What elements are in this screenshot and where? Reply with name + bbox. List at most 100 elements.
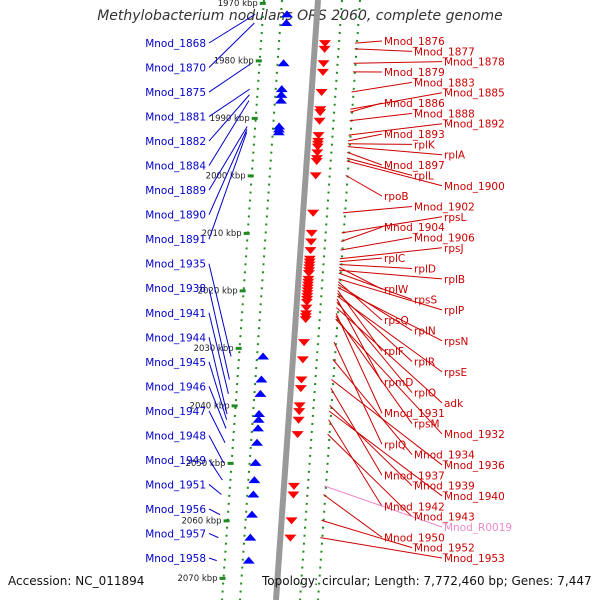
right-gene-label[interactable]: Mnod_1931 [384, 408, 445, 420]
left-gene-label[interactable]: Mnod_1951 [145, 479, 206, 491]
forward-gene-arrow [275, 90, 288, 98]
right-gene-label[interactable]: rplR [414, 357, 435, 369]
right-gene-label[interactable]: Mnod_1952 [414, 543, 475, 555]
right-gene-label[interactable]: rpsJ [444, 243, 464, 255]
right-gene-label[interactable]: rplB [444, 274, 465, 286]
right-gene-label[interactable]: rplL [414, 170, 434, 182]
forward-gene-arrow [252, 415, 265, 423]
right-gene-label[interactable]: Mnod_1878 [444, 57, 505, 69]
left-gene-label[interactable]: Mnod_1868 [145, 38, 206, 50]
kbp-label: 2040 kbp [190, 401, 230, 411]
reverse-gene-arrow [295, 376, 308, 384]
left-gene-label[interactable]: Mnod_1882 [145, 136, 206, 148]
forward-gene-arrow [248, 476, 261, 484]
right-gene-label[interactable]: rpsS [414, 295, 437, 307]
left-gene-label[interactable]: Mnod_1945 [145, 357, 206, 369]
genome-summary-text: Topology: circular; Length: 7,772,460 bp… [262, 574, 592, 588]
kbp-label: 2030 kbp [194, 344, 234, 354]
left-gene-label[interactable]: Mnod_1949 [145, 455, 206, 467]
right-gene-label[interactable]: rpsN [444, 336, 468, 348]
right-gene-label[interactable]: rplW [384, 284, 409, 296]
right-leader-line [320, 537, 443, 559]
right-gene-label[interactable]: rplK [414, 139, 436, 151]
forward-gene-arrow [254, 389, 267, 397]
left-gene-label[interactable]: Mnod_1870 [145, 63, 206, 75]
right-gene-label[interactable]: rplA [444, 150, 466, 162]
right-gene-label[interactable]: Mnod_1900 [444, 181, 505, 193]
left-gene-label[interactable]: Mnod_1957 [145, 528, 206, 540]
right-gene-label[interactable]: Mnod_1906 [414, 232, 475, 244]
right-gene-label[interactable]: Mnod_1893 [384, 129, 445, 141]
left-gene-label[interactable]: Mnod_1944 [145, 332, 206, 344]
right-gene-label[interactable]: Mnod_1939 [414, 481, 475, 493]
kbp-tick [259, 1, 266, 5]
right-gene-label[interactable]: Mnod_1877 [414, 46, 475, 58]
left-gene-label[interactable]: Mnod_1891 [145, 234, 206, 246]
right-gene-label[interactable]: rplO [414, 388, 436, 400]
right-gene-label[interactable]: rplN [414, 326, 436, 338]
right-gene-label[interactable]: Mnod_1876 [384, 36, 445, 48]
right-gene-label[interactable]: Mnod_1937 [384, 470, 445, 482]
right-leader-line [343, 205, 413, 214]
forward-gene-arrow [280, 10, 293, 18]
right-gene-label[interactable]: rplP [444, 305, 464, 317]
forward-gene-arrow [252, 424, 265, 432]
right-leader-line [348, 133, 383, 142]
left-gene-label[interactable]: Mnod_1958 [145, 553, 206, 565]
left-gene-label[interactable]: Mnod_1948 [145, 430, 206, 442]
right-gene-label[interactable]: rpsL [444, 212, 466, 224]
left-gene-label[interactable]: Mnod_1946 [145, 381, 206, 393]
right-gene-labels[interactable]: Mnod_1876Mnod_1877Mnod_1878Mnod_1879Mnod… [384, 36, 512, 565]
right-leader-line [350, 102, 383, 113]
left-leader-line [208, 361, 228, 420]
right-gene-label[interactable]: Mnod_1932 [444, 429, 505, 441]
right-gene-label[interactable]: Mnod_1885 [444, 88, 505, 100]
left-leader-line [208, 557, 217, 562]
right-gene-label[interactable]: rpoB [384, 191, 409, 203]
right-gene-label[interactable]: rplQ [384, 439, 406, 451]
right-gene-label[interactable]: Mnod_1897 [384, 160, 445, 172]
right-gene-label[interactable]: Mnod_1886 [384, 98, 445, 110]
right-leader-line [350, 92, 443, 110]
left-gene-label[interactable]: Mnod_1938 [145, 283, 206, 295]
left-gene-label[interactable]: Mnod_1889 [145, 185, 206, 197]
right-gene-label[interactable]: Mnod_1943 [414, 512, 475, 524]
left-gene-label[interactable]: Mnod_1947 [145, 406, 206, 418]
right-gene-label[interactable]: rplD [414, 263, 436, 275]
right-gene-label[interactable]: Mnod_1950 [384, 532, 445, 544]
left-gene-label[interactable]: Mnod_1875 [145, 87, 206, 99]
right-gene-label[interactable]: rpsM [414, 419, 440, 431]
right-gene-label[interactable]: Mnod_1888 [414, 108, 475, 120]
right-gene-label[interactable]: Mnod_1942 [384, 501, 445, 513]
right-gene-label[interactable]: Mnod_1879 [384, 67, 445, 79]
forward-gene-arrow [274, 96, 287, 104]
right-gene-label[interactable]: Mnod_1934 [414, 450, 475, 462]
left-leader-line [208, 386, 227, 429]
left-gene-label[interactable]: Mnod_1890 [145, 210, 206, 222]
left-leader-line [208, 459, 223, 481]
right-gene-label[interactable]: Mnod_1892 [444, 119, 505, 131]
right-gene-label[interactable]: Mnod_1883 [414, 77, 475, 89]
right-gene-label[interactable]: rpsQ [384, 315, 409, 327]
left-gene-labels[interactable]: Mnod_1868 Mnod_1870 Mnod_1875 Mnod_1881 Mnod… [145, 38, 206, 565]
left-gene-label[interactable]: Mnod_1881 [145, 112, 206, 124]
left-gene-label[interactable]: Mnod_1956 [145, 504, 206, 516]
left-gene-label[interactable]: Mnod_1935 [145, 259, 206, 271]
right-gene-label[interactable]: Mnod_1953 [444, 553, 505, 565]
right-gene-label[interactable]: Mnod_1902 [414, 201, 475, 213]
reverse-gene-arrow [305, 229, 318, 237]
right-gene-label[interactable]: Mnod_1940 [444, 491, 505, 503]
right-gene-label[interactable]: rplF [384, 346, 404, 358]
left-leader-line [208, 533, 219, 539]
right-gene-label[interactable]: Mnod_1936 [444, 460, 505, 472]
left-leader-line [208, 88, 251, 117]
right-gene-label[interactable]: rplC [384, 253, 405, 265]
right-gene-label[interactable]: rpsE [444, 367, 467, 379]
right-gene-label[interactable]: adk [444, 398, 464, 410]
forward-gene-arrow [244, 533, 257, 541]
left-gene-label[interactable]: Mnod_1941 [145, 308, 206, 320]
right-gene-label[interactable]: Mnod_1904 [384, 222, 445, 234]
right-gene-label[interactable]: rpmD [384, 377, 413, 389]
left-gene-label[interactable]: Mnod_1884 [145, 161, 206, 173]
right-gene-label[interactable]: Mnod_R0019 [444, 522, 512, 534]
